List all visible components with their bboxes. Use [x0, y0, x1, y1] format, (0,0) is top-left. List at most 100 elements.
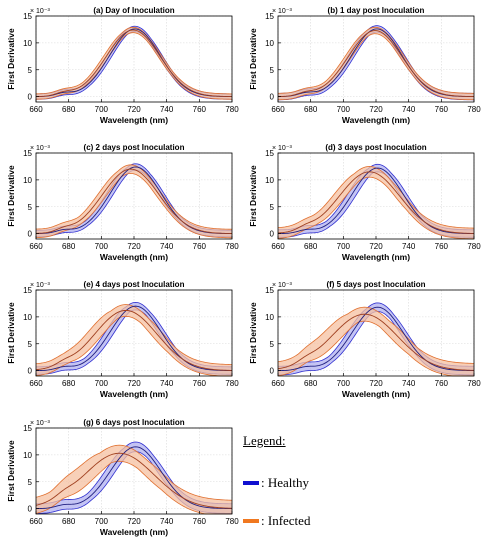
- y-tick-label: 10: [265, 176, 274, 185]
- x-tick-label: 660: [29, 105, 43, 114]
- y-axis-label: First Derivative: [6, 440, 16, 502]
- x-tick-label: 680: [304, 379, 318, 388]
- legend-label-healthy: : Healthy: [261, 475, 310, 490]
- x-tick-label: 700: [95, 379, 109, 388]
- x-tick-label: 720: [369, 242, 383, 251]
- y-tick-label: 10: [23, 451, 32, 460]
- chart-panel-g: 660 680 700 720 740 760 780 0 5 10 15 (g) 6 days po…: [6, 418, 239, 537]
- x-tick-label: 780: [225, 517, 239, 526]
- x-tick-label: 700: [337, 105, 351, 114]
- x-tick-label: 660: [29, 517, 43, 526]
- band-edge-lower-infected: [277, 176, 475, 240]
- series-line-healthy: [35, 166, 233, 235]
- band-infected: [36, 27, 232, 100]
- series-line-infected: [35, 309, 233, 371]
- chart-title: (a) Day of Inoculation: [93, 6, 174, 15]
- y-tick-label: 10: [265, 313, 274, 322]
- band-edge-lower-infected: [35, 32, 233, 100]
- chart-title: (g) 6 days post Inoculation: [83, 418, 184, 427]
- band-edge-lower-infected: [277, 33, 475, 101]
- band-edge-upper-infected: [277, 306, 475, 364]
- x-tick-label: 740: [160, 105, 174, 114]
- x-tick-label: 780: [467, 242, 481, 251]
- y-exponent-label: × 10⁻³: [272, 8, 293, 15]
- chart-panel-a: 660 680 700 720 740 760 780 0 5 10 15 (a) Day of In…: [6, 6, 239, 125]
- x-tick-label: 740: [402, 105, 416, 114]
- y-tick-label: 15: [23, 12, 32, 21]
- chart-panel-d: 660 680 700 720 740 760 780 0 5 10 15 (d) 3 days po…: [248, 143, 481, 262]
- x-axis-label: Wavelength (nm): [100, 115, 168, 125]
- series-line-healthy: [277, 306, 475, 372]
- x-tick-label: 700: [337, 379, 351, 388]
- legend-item-infected: : Infected: [243, 513, 310, 529]
- x-tick-label: 760: [435, 105, 449, 114]
- chart-title: (b) 1 day post Inoculation: [328, 6, 425, 15]
- y-tick-label: 5: [270, 340, 275, 349]
- x-tick-label: 720: [127, 379, 141, 388]
- x-tick-label: 760: [435, 379, 449, 388]
- x-tick-label: 760: [193, 242, 207, 251]
- y-axis-label: First Derivative: [248, 302, 258, 364]
- y-tick-label: 5: [28, 478, 33, 487]
- series-line-infected: [277, 313, 475, 371]
- series-line-infected: [35, 29, 233, 98]
- x-tick-label: 680: [62, 379, 76, 388]
- x-tick-label: 720: [127, 517, 141, 526]
- x-tick-label: 780: [225, 105, 239, 114]
- y-exponent-label: × 10⁻³: [272, 145, 293, 152]
- y-tick-label: 15: [23, 424, 32, 433]
- y-tick-label: 5: [270, 203, 275, 212]
- series-line-infected: [277, 30, 475, 98]
- y-exponent-label: × 10⁻³: [30, 145, 51, 152]
- chart-title: (c) 2 days post Inoculation: [84, 143, 185, 152]
- y-tick-label: 10: [265, 39, 274, 48]
- series-line-healthy: [277, 28, 475, 98]
- series-line-infected: [277, 171, 475, 234]
- y-axis-label: First Derivative: [6, 302, 16, 364]
- x-tick-label: 660: [271, 242, 285, 251]
- y-tick-label: 15: [23, 149, 32, 158]
- y-tick-label: 0: [270, 367, 275, 376]
- x-tick-label: 680: [62, 517, 76, 526]
- band-edge-upper-infected: [35, 444, 233, 501]
- x-tick-label: 720: [127, 105, 141, 114]
- legend: Legend: : Healthy : Infected: [243, 433, 483, 543]
- y-exponent-label: × 10⁻³: [30, 420, 51, 427]
- x-tick-label: 740: [402, 379, 416, 388]
- x-tick-label: 700: [337, 242, 351, 251]
- y-exponent-label: × 10⁻³: [30, 8, 51, 15]
- y-tick-label: 15: [23, 286, 32, 295]
- band-infected: [36, 164, 232, 238]
- x-tick-label: 720: [369, 379, 383, 388]
- band-edge-lower-infected: [35, 173, 233, 239]
- y-tick-label: 0: [28, 93, 33, 102]
- series-line-healthy: [35, 305, 233, 372]
- chart-panel-f: 660 680 700 720 740 760 780 0 5 10 15 (f) 5 days po…: [248, 280, 481, 399]
- band-edge-lower-infected: [35, 315, 232, 377]
- y-tick-label: 5: [270, 66, 275, 75]
- x-tick-label: 760: [193, 517, 207, 526]
- x-tick-label: 700: [95, 517, 109, 526]
- legend-label-infected: : Infected: [261, 513, 311, 528]
- chart-title: (e) 4 days post Inoculation: [84, 280, 185, 289]
- x-tick-label: 760: [435, 242, 449, 251]
- chart-panel-e: 660 680 700 720 740 760 780 0 5 10 15 (e) 4 days po…: [6, 280, 239, 399]
- x-tick-label: 780: [225, 242, 239, 251]
- y-axis-label: First Derivative: [248, 28, 258, 90]
- y-exponent-label: × 10⁻³: [272, 282, 293, 289]
- band-edge-upper-infected: [35, 26, 233, 95]
- x-axis-label: Wavelength (nm): [100, 527, 168, 537]
- x-tick-label: 680: [62, 242, 76, 251]
- y-tick-label: 5: [28, 66, 33, 75]
- band-infected: [278, 27, 474, 100]
- legend-swatch-healthy: [243, 481, 259, 485]
- x-axis-label: Wavelength (nm): [342, 252, 410, 262]
- x-tick-label: 660: [29, 242, 43, 251]
- legend-title: Legend:: [243, 433, 286, 448]
- y-tick-label: 0: [28, 505, 33, 514]
- band-infected: [36, 304, 232, 376]
- y-tick-label: 15: [265, 12, 274, 21]
- series-line-healthy: [35, 446, 233, 510]
- x-tick-label: 680: [304, 242, 318, 251]
